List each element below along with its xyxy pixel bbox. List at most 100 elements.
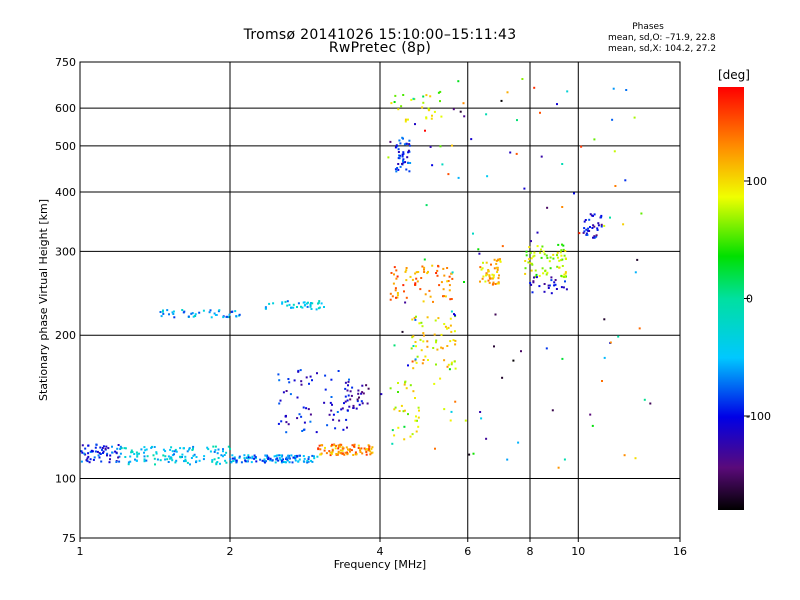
data-point bbox=[183, 447, 185, 450]
data-point bbox=[302, 428, 305, 431]
data-point bbox=[174, 461, 177, 464]
data-point bbox=[414, 341, 417, 343]
data-point bbox=[530, 257, 533, 260]
data-point bbox=[499, 258, 501, 261]
data-point bbox=[369, 453, 372, 456]
data-point bbox=[361, 402, 364, 405]
data-point bbox=[545, 254, 548, 257]
data-point bbox=[410, 98, 413, 101]
data-point bbox=[402, 94, 405, 96]
data-point bbox=[541, 245, 544, 248]
data-point bbox=[318, 444, 321, 447]
data-point bbox=[444, 325, 447, 328]
data-point bbox=[279, 399, 282, 402]
data-point bbox=[315, 431, 318, 434]
data-point bbox=[422, 359, 425, 361]
data-point bbox=[450, 310, 453, 313]
data-point bbox=[387, 156, 390, 159]
data-point bbox=[337, 452, 340, 455]
data-point bbox=[93, 456, 96, 459]
data-point bbox=[296, 396, 299, 399]
data-point bbox=[586, 229, 589, 232]
data-point bbox=[542, 272, 545, 275]
data-point bbox=[292, 306, 295, 309]
data-point bbox=[167, 455, 170, 458]
data-point bbox=[94, 446, 97, 449]
y-tick-label: 300 bbox=[55, 245, 76, 258]
data-point bbox=[264, 307, 267, 310]
data-point bbox=[306, 305, 309, 308]
data-point bbox=[264, 454, 267, 457]
data-point bbox=[432, 347, 435, 349]
data-point bbox=[489, 277, 492, 280]
data-point bbox=[264, 461, 266, 464]
data-point bbox=[219, 462, 221, 465]
data-point bbox=[186, 450, 189, 453]
data-point bbox=[582, 231, 585, 234]
data-point bbox=[407, 149, 410, 152]
chart-title: Tromsø 20141026 15:10:00–15:11:43 bbox=[243, 27, 517, 43]
data-point bbox=[164, 450, 167, 453]
data-point bbox=[324, 374, 327, 377]
data-point bbox=[179, 455, 181, 458]
data-point bbox=[415, 361, 418, 364]
data-point bbox=[284, 415, 287, 418]
data-point bbox=[216, 452, 219, 455]
data-point bbox=[393, 344, 396, 347]
data-point bbox=[421, 265, 424, 268]
data-point bbox=[557, 256, 559, 259]
data-point bbox=[561, 357, 564, 360]
data-point bbox=[534, 269, 537, 272]
data-point bbox=[124, 456, 127, 458]
data-point bbox=[552, 257, 555, 260]
data-point bbox=[217, 457, 220, 459]
data-point bbox=[546, 257, 549, 259]
data-point bbox=[174, 448, 177, 451]
data-point bbox=[422, 95, 425, 98]
data-point bbox=[363, 447, 366, 450]
data-point bbox=[238, 456, 241, 459]
data-point bbox=[282, 391, 285, 394]
data-point bbox=[84, 447, 87, 450]
data-point bbox=[370, 447, 373, 450]
data-point bbox=[347, 394, 350, 397]
data-point bbox=[316, 455, 319, 458]
data-point bbox=[437, 91, 440, 94]
data-point bbox=[393, 434, 396, 437]
data-point bbox=[540, 248, 542, 251]
data-point bbox=[401, 136, 404, 139]
data-point bbox=[435, 341, 437, 344]
data-point bbox=[336, 453, 339, 456]
data-point bbox=[284, 461, 286, 464]
data-point bbox=[447, 326, 450, 329]
data-point bbox=[539, 251, 542, 254]
data-point bbox=[414, 283, 416, 286]
data-point bbox=[101, 447, 104, 449]
data-point bbox=[266, 456, 269, 459]
data-point bbox=[470, 138, 473, 141]
data-point bbox=[535, 273, 538, 276]
data-point bbox=[136, 455, 139, 458]
data-point bbox=[105, 445, 108, 448]
data-point bbox=[414, 282, 417, 285]
x-tick-label: 2 bbox=[227, 545, 234, 558]
data-point bbox=[243, 454, 246, 457]
data-point bbox=[427, 359, 429, 361]
data-point bbox=[587, 227, 590, 230]
data-point bbox=[134, 458, 136, 461]
data-point bbox=[323, 401, 326, 404]
data-point bbox=[492, 281, 495, 284]
data-point bbox=[454, 339, 457, 342]
data-point bbox=[154, 463, 156, 466]
data-point bbox=[391, 295, 394, 298]
data-point bbox=[349, 398, 352, 401]
data-point bbox=[389, 140, 392, 143]
y-tick-label: 600 bbox=[55, 102, 76, 115]
data-point bbox=[277, 422, 280, 425]
data-point bbox=[246, 460, 249, 463]
data-point bbox=[89, 458, 92, 461]
data-point bbox=[538, 274, 541, 277]
data-point bbox=[211, 459, 214, 462]
data-point bbox=[595, 235, 598, 238]
data-point bbox=[557, 466, 560, 469]
